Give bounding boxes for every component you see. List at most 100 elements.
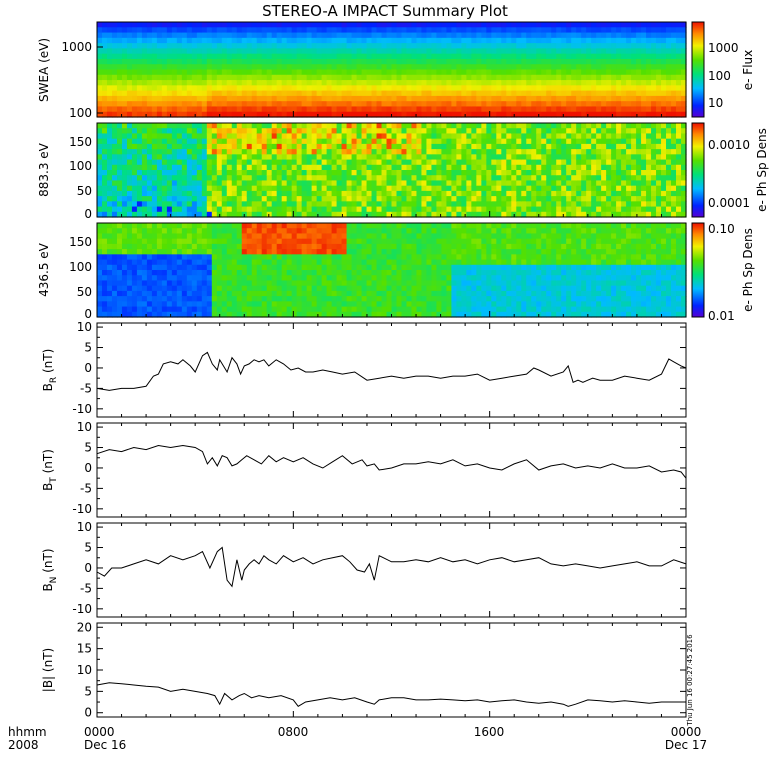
pad436-cell bbox=[97, 238, 103, 245]
pad883-cell bbox=[151, 159, 158, 166]
pad883-cell bbox=[601, 128, 607, 135]
pad883-cell bbox=[216, 128, 223, 135]
swea-cell bbox=[156, 111, 163, 118]
pad436-cell bbox=[196, 301, 203, 308]
swea-cell bbox=[481, 101, 487, 108]
swea-cell bbox=[496, 80, 502, 86]
pad883-cell bbox=[561, 159, 567, 166]
swea-cell bbox=[641, 111, 647, 118]
swea-cell bbox=[356, 32, 363, 39]
pad883-cell bbox=[396, 143, 403, 150]
pad883-cell bbox=[286, 196, 293, 202]
pad883-cell bbox=[491, 149, 497, 155]
pad436-cell bbox=[161, 243, 168, 250]
pad436-cell bbox=[191, 249, 198, 255]
pad883-cell bbox=[611, 143, 617, 150]
swea-cell bbox=[111, 101, 118, 108]
pad883-cell bbox=[541, 196, 547, 202]
pad436-cell bbox=[146, 243, 153, 250]
pad883-cell bbox=[156, 201, 163, 208]
pad883-cell bbox=[201, 154, 208, 161]
pad883-cell bbox=[676, 201, 682, 208]
pad436-cell bbox=[151, 243, 158, 250]
swea-cell bbox=[246, 101, 253, 108]
pad883-cell bbox=[411, 159, 418, 166]
swea-cell bbox=[636, 111, 642, 118]
pad883-cell bbox=[431, 123, 438, 129]
pad883-cell bbox=[526, 206, 532, 213]
swea-cell bbox=[301, 43, 308, 49]
pad883-cell bbox=[671, 159, 677, 166]
pad883-cell bbox=[216, 149, 223, 155]
swea-cell bbox=[586, 37, 592, 44]
swea-cell bbox=[631, 43, 637, 49]
pad436-cell bbox=[111, 290, 118, 297]
swea-cell bbox=[236, 90, 243, 97]
pad883-cell bbox=[626, 206, 632, 213]
swea-cell bbox=[376, 106, 383, 113]
pad883-cell bbox=[656, 180, 662, 187]
swea-cell bbox=[406, 111, 413, 118]
pad436-cell bbox=[106, 259, 113, 266]
pad883-cell bbox=[676, 128, 682, 135]
swea-cell bbox=[261, 74, 268, 81]
swea-cell bbox=[521, 101, 527, 108]
swea-cell bbox=[131, 53, 138, 60]
swea-cell bbox=[116, 74, 123, 81]
pad883-cell bbox=[356, 185, 363, 192]
pad883-cell bbox=[386, 175, 393, 182]
pad436-cell bbox=[181, 311, 188, 318]
pad883-cell bbox=[406, 149, 413, 155]
pad883-cell bbox=[616, 164, 622, 171]
swea-cell bbox=[131, 22, 138, 28]
pad883-cell bbox=[641, 143, 647, 150]
pad883-cell bbox=[626, 201, 632, 208]
pad436-cell bbox=[211, 228, 218, 235]
pad436-cell bbox=[226, 270, 233, 276]
swea-ytick-100: 100 bbox=[69, 106, 92, 120]
pad883-cell bbox=[186, 149, 193, 155]
pad883-cell bbox=[401, 149, 408, 155]
pad883-cell bbox=[456, 190, 462, 197]
pad883-cell bbox=[146, 196, 153, 202]
pad883-cell bbox=[661, 164, 667, 171]
pad883-cell bbox=[541, 123, 547, 129]
pad883-cell bbox=[131, 201, 138, 208]
pad883-cell bbox=[97, 164, 103, 171]
swea-cell bbox=[206, 101, 213, 108]
swea-cell bbox=[391, 69, 398, 76]
pad436-cell bbox=[156, 264, 163, 271]
swea-cell bbox=[351, 27, 358, 34]
pad883-cell bbox=[536, 190, 542, 197]
swea-cell bbox=[531, 32, 537, 39]
pad883-cell bbox=[111, 143, 118, 150]
swea-cell bbox=[661, 43, 667, 49]
swea-cell bbox=[606, 74, 612, 81]
pad436-cell bbox=[241, 285, 248, 292]
pad883-cell bbox=[146, 180, 153, 187]
pad436-cell bbox=[106, 290, 113, 297]
pad883-cell bbox=[116, 149, 123, 155]
pad883-cell bbox=[116, 170, 123, 176]
pad883-cell bbox=[156, 185, 163, 192]
pad436-cell bbox=[161, 233, 168, 240]
pad883-cell bbox=[436, 206, 443, 213]
swea-cell bbox=[461, 37, 467, 44]
pad883-cell bbox=[101, 201, 108, 208]
pad883-cell bbox=[311, 185, 318, 192]
pad883-cell bbox=[521, 133, 527, 140]
pad883-cell bbox=[146, 190, 153, 197]
pad883-cell bbox=[506, 196, 512, 202]
pad883-cell bbox=[631, 201, 637, 208]
swea-cell bbox=[421, 22, 428, 28]
swea-cell bbox=[391, 43, 398, 49]
swea-cell bbox=[561, 27, 567, 34]
swea-cell bbox=[271, 48, 278, 55]
swea-cell bbox=[431, 64, 438, 71]
pad883-cell bbox=[516, 149, 522, 155]
swea-cell bbox=[266, 69, 273, 76]
pad883-cell bbox=[261, 128, 268, 135]
swea-cell bbox=[561, 32, 567, 39]
pad883-cell bbox=[441, 123, 448, 129]
swea-cell bbox=[146, 64, 153, 71]
